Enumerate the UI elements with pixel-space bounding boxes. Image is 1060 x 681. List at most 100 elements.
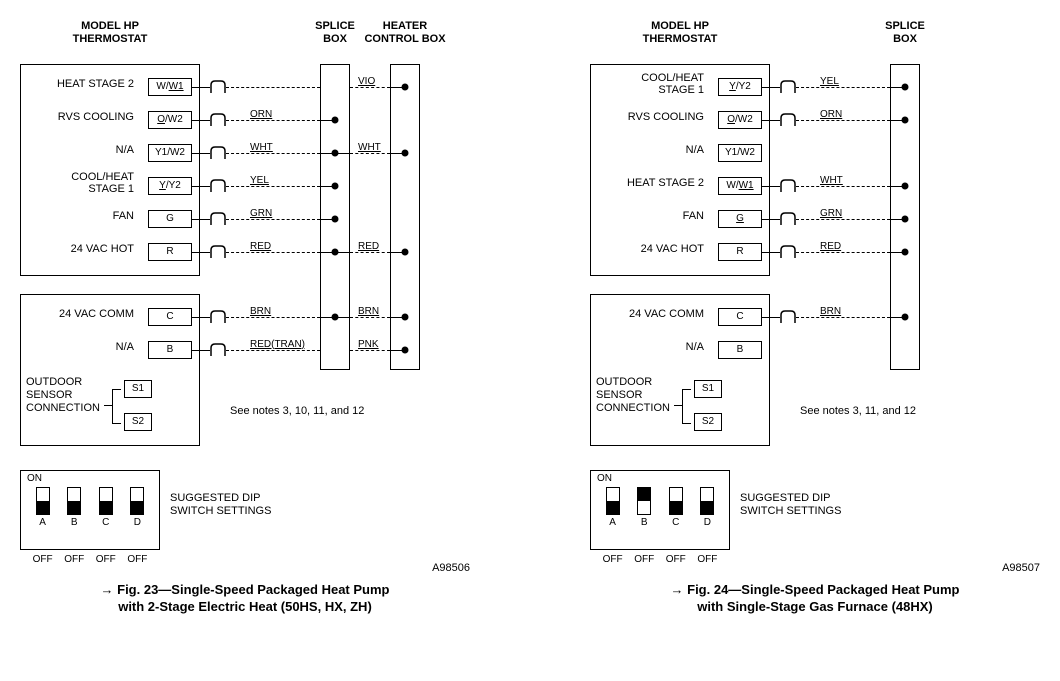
sensor-pin: S2 xyxy=(694,413,722,431)
wire-color-label: RED xyxy=(248,241,273,252)
dip-letter: D xyxy=(704,517,711,528)
terminal-label: HEAT STAGE 2 xyxy=(594,177,704,189)
flag-icon xyxy=(210,80,226,94)
wire xyxy=(192,186,210,187)
dip-switch: A xyxy=(603,487,623,528)
wire xyxy=(192,350,210,351)
notes-text: See notes 3, 10, 11, and 12 xyxy=(230,405,364,417)
terminal-pin: O/W2 xyxy=(718,111,762,129)
wire xyxy=(796,219,890,220)
wire xyxy=(226,153,320,154)
wire-color-label: RED xyxy=(356,241,381,252)
terminal-pin: W/W1 xyxy=(718,177,762,195)
splice-node-icon xyxy=(332,182,339,189)
dip-switch-row: ABCD xyxy=(591,487,729,528)
flag-icon xyxy=(780,80,796,94)
dip-slot-icon xyxy=(606,487,620,515)
wire-color-label: YEL xyxy=(248,175,271,186)
arrow-icon: → xyxy=(671,582,684,597)
wire xyxy=(796,252,890,253)
terminal-pin: R xyxy=(718,243,762,261)
sensor-pin: S1 xyxy=(124,380,152,398)
figure-caption: → Fig. 23—Single-Speed Packaged Heat Pum… xyxy=(20,582,470,616)
flag-icon xyxy=(780,310,796,324)
wire xyxy=(226,87,320,88)
terminal-pin: C xyxy=(148,308,192,326)
wire xyxy=(192,317,210,318)
dip-off-label: OFF xyxy=(634,554,654,565)
terminal-label: 24 VAC COMM xyxy=(594,308,704,320)
dip-letter: A xyxy=(39,517,46,528)
dip-switch: B xyxy=(64,487,84,528)
terminal-label: N/A xyxy=(24,144,134,156)
terminal-pin: Y1/W2 xyxy=(148,144,192,162)
wire-color-label: WHT xyxy=(248,142,275,153)
wire xyxy=(335,317,350,318)
wire-color-label: ORN xyxy=(818,109,844,120)
dip-thumb-icon xyxy=(638,488,650,501)
wire xyxy=(762,317,780,318)
dip-off-label: OFF xyxy=(666,554,686,565)
flag-icon xyxy=(210,113,226,127)
sensor-bracket-stem-icon xyxy=(674,405,682,406)
heater-control-box xyxy=(390,64,420,370)
wire-color-label: PNK xyxy=(356,339,381,350)
flag-icon xyxy=(780,113,796,127)
wire-color-label: GRN xyxy=(818,208,844,219)
splice-node-icon xyxy=(332,215,339,222)
flag-icon xyxy=(210,179,226,193)
dip-off-row: OFFOFFOFFOFF xyxy=(21,554,159,565)
terminal-label: 24 VAC COMM xyxy=(24,308,134,320)
dip-thumb-icon xyxy=(37,501,49,514)
wire xyxy=(192,219,210,220)
dip-slot-icon xyxy=(637,487,651,515)
dip-switch: C xyxy=(666,487,686,528)
dip-off-label: OFF xyxy=(697,554,717,565)
terminal-pin: Y1/W2 xyxy=(718,144,762,162)
wire xyxy=(335,252,350,253)
dip-slot-icon xyxy=(130,487,144,515)
wire-color-label: WHT xyxy=(356,142,383,153)
splice-node-icon xyxy=(902,182,909,189)
dip-switch: D xyxy=(697,487,717,528)
dip-off-label: OFF xyxy=(127,554,147,565)
dip-settings-label: SUGGESTED DIPSWITCH SETTINGS xyxy=(170,492,271,518)
splice-node-icon xyxy=(902,215,909,222)
dip-switch-block: ONABCDOFFOFFOFFOFF xyxy=(20,470,160,550)
sensor-pin: S1 xyxy=(694,380,722,398)
dip-thumb-icon xyxy=(670,501,682,514)
flag-icon xyxy=(210,212,226,226)
dip-slot-icon xyxy=(36,487,50,515)
terminal-label: 24 VAC HOT xyxy=(594,243,704,255)
part-number: A98506 xyxy=(432,562,470,574)
terminal-label: RVS COOLING xyxy=(594,111,704,123)
heater-node-icon xyxy=(402,248,409,255)
dip-off-row: OFFOFFOFFOFF xyxy=(591,554,729,565)
wire xyxy=(192,87,210,88)
terminal-pin: W/W1 xyxy=(148,78,192,96)
wire xyxy=(226,350,320,351)
wire xyxy=(226,186,320,187)
wire-color-label: YEL xyxy=(818,76,841,87)
dip-letter: D xyxy=(134,517,141,528)
wire-color-label: BRN xyxy=(356,306,381,317)
terminal-label: FAN xyxy=(24,210,134,222)
wire xyxy=(796,120,890,121)
dip-letter: C xyxy=(102,517,109,528)
flag-icon xyxy=(210,343,226,357)
dip-switch: D xyxy=(127,487,147,528)
dip-on-label: ON xyxy=(27,473,42,484)
flag-icon xyxy=(210,245,226,259)
dip-settings-label: SUGGESTED DIPSWITCH SETTINGS xyxy=(740,492,841,518)
wire-color-label: RED(TRAN) xyxy=(248,339,307,350)
header-thermostat: MODEL HPTHERMOSTAT xyxy=(610,20,750,46)
figure-23: MODEL HPTHERMOSTATSPLICEBOXHEATERCONTROL… xyxy=(20,20,470,660)
dip-slot-icon xyxy=(700,487,714,515)
sensor-pin: S2 xyxy=(124,413,152,431)
wire xyxy=(350,350,390,351)
wire xyxy=(226,317,320,318)
wire xyxy=(226,252,320,253)
heater-node-icon xyxy=(402,313,409,320)
figure-24: MODEL HPTHERMOSTATSPLICEBOXCOOL/HEATSTAG… xyxy=(590,20,1040,660)
wire xyxy=(762,252,780,253)
